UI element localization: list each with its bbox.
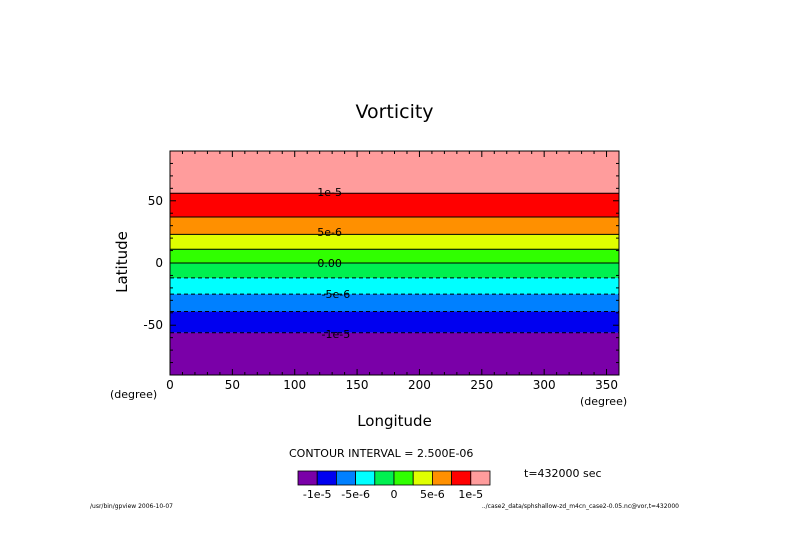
time-text: t=432000 sec	[524, 467, 602, 480]
contour-label: 5e-6	[317, 226, 342, 239]
band-4	[170, 263, 619, 278]
colorbar-swatch	[431, 470, 452, 486]
band-2	[170, 294, 619, 312]
contour-label: 0.00	[317, 257, 342, 270]
x-tick-label: 0	[166, 378, 174, 392]
colorbar-swatch	[316, 470, 337, 486]
band-9	[170, 151, 619, 194]
colorbar-label: -1e-5	[303, 488, 332, 501]
y-axis-unit: (degree)	[110, 388, 158, 401]
colorbar-swatch	[355, 470, 376, 486]
colorbar-label: 0	[391, 488, 398, 501]
y-axis-ticks: -50 0 50	[143, 194, 163, 332]
colorbar-label: 5e-6	[420, 488, 445, 501]
y-tick-label: 0	[155, 256, 163, 270]
x-axis-unit: (degree)	[580, 395, 628, 408]
band-3	[170, 277, 619, 295]
colorbar-swatch	[374, 470, 395, 486]
band-1	[170, 311, 619, 333]
contour-label: -1e-5	[322, 328, 351, 341]
plot-frame	[169, 150, 620, 376]
colorbar-label: -5e-6	[341, 488, 370, 501]
colorbar-swatch	[412, 470, 433, 486]
colorbar-swatch	[451, 470, 472, 486]
contour-bands	[170, 151, 619, 375]
band-5	[170, 249, 619, 263]
x-tick-label: 150	[346, 378, 369, 392]
colorbar-label: 1e-5	[458, 488, 483, 501]
y-tick-label: -50	[143, 318, 163, 332]
x-tick-label: 350	[595, 378, 618, 392]
band-0	[170, 332, 619, 375]
x-axis-label: Longitude	[357, 412, 432, 430]
x-axis-ticks: 0 50 100 150 200 250 300 350	[166, 378, 618, 392]
band-8	[170, 193, 619, 217]
contour-label: -5e-6	[322, 288, 351, 301]
y-tick-label: 50	[148, 194, 163, 208]
contour-labels: 1e-5 5e-6 0.00 -5e-6 -1e-5	[317, 186, 350, 341]
colorbar-swatch	[393, 470, 414, 486]
band-7	[170, 216, 619, 235]
band-6	[170, 234, 619, 250]
contour-interval-text: CONTOUR INTERVAL = 2.500E-06	[289, 447, 474, 460]
colorbar-swatch	[297, 470, 318, 486]
x-tick-label: 50	[225, 378, 240, 392]
x-tick-label: 100	[283, 378, 306, 392]
colorbar-swatch	[335, 470, 356, 486]
y-axis-label: Latitude	[113, 231, 131, 293]
contour-lines	[170, 192, 619, 334]
x-tick-label: 250	[470, 378, 493, 392]
x-tick-label: 200	[408, 378, 431, 392]
x-tick-label: 300	[533, 378, 556, 392]
chart-title: Vorticity	[355, 101, 434, 123]
footer-left: /usr/bin/gpview 2006-10-07	[90, 503, 173, 510]
colorbar-swatch	[470, 470, 491, 486]
colorbar: -1e-5 -5e-6 0 5e-6 1e-5	[297, 470, 491, 501]
footer-right: ../case2_data/sphshallow-zd_m4cn_case2-0…	[481, 503, 679, 510]
contour-label: 1e-5	[317, 186, 342, 199]
